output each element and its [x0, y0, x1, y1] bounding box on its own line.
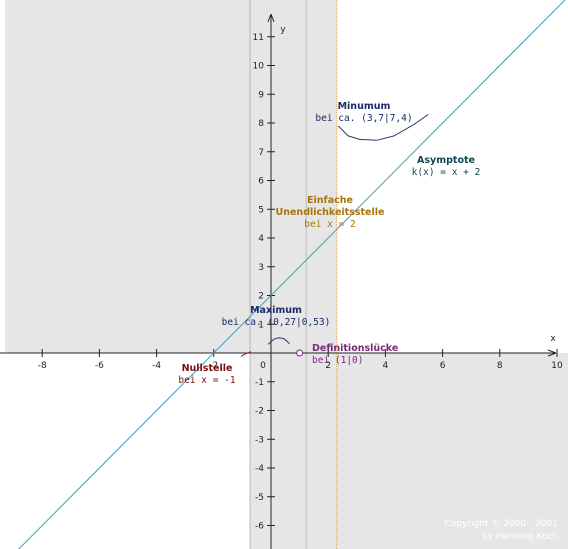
x-axis-name: x [550, 334, 556, 344]
shaded-region [5, 0, 250, 353]
annotation-body: k(x) = x + 2 [412, 167, 481, 178]
x-tick-label: -4 [152, 361, 161, 371]
y-tick-label: 10 [253, 62, 265, 72]
y-tick-label: 11 [253, 33, 264, 43]
shaded-region [336, 353, 568, 549]
annotation-title: Definitionslücke [312, 343, 398, 354]
annotation-body: bei (1|0) [312, 355, 363, 366]
x-axis-arrow [547, 349, 557, 357]
annotation-title-line-2: Unendlichkeitsstelle [276, 207, 385, 218]
y-tick-label: 9 [258, 90, 264, 100]
copyright: Copyright © 2000 - 2001 by Henning Koch [445, 519, 558, 542]
shaded-strip [249, 0, 307, 549]
y-tick-label: -5 [255, 493, 264, 503]
y-tick-label: 3 [258, 263, 264, 273]
strip-border [249, 0, 251, 549]
y-tick-label: -4 [255, 464, 264, 474]
shaded-strip [306, 0, 337, 549]
function-curve [267, 337, 290, 345]
function-curve [240, 351, 252, 357]
annotation-title: Maximum [250, 305, 302, 316]
y-tick-label: -6 [255, 522, 264, 532]
definition-gap-point [296, 349, 304, 357]
annotation-title: Asymptote [417, 155, 475, 166]
copyright-line-1: Copyright © 2000 - 2001 [445, 519, 558, 529]
x-tick-label: 4 [383, 361, 389, 371]
y-tick-label: 6 [258, 177, 264, 187]
annotation-body: bei ca. (3,7|7,4) [315, 113, 412, 124]
strip-border [305, 0, 307, 549]
y-axis-arrow [267, 13, 275, 23]
white-region [5, 353, 250, 549]
x-tick-label: 6 [440, 361, 446, 371]
axes: x y -8 -6 -4 -2 0 2 4 6 8 10 -6 -5 -4 -3 -2 -1 1 2 3 4 5 6 7 8 9 10… [0, 13, 563, 549]
oblique-asymptote-line [18, 0, 566, 549]
x-tick-label: -2 [209, 361, 218, 371]
x-tick-label: 8 [497, 361, 503, 371]
y-tick-label: 1 [258, 320, 264, 330]
annotation-title: Minumum [338, 101, 391, 112]
shaded-regions [5, 0, 568, 549]
y-tick-label: -2 [255, 407, 264, 417]
copyright-line-2: by Henning Koch [482, 532, 558, 542]
annotation-title: Einfache [307, 195, 353, 206]
annotation-title: Nullstelle [182, 363, 233, 374]
annotation-body: bei x = -1 [178, 375, 235, 386]
x-tick-label: 2 [325, 361, 331, 371]
y-tick-label: 7 [258, 148, 264, 158]
y-tick-label: -3 [255, 435, 264, 445]
x-tick-label: 10 [551, 361, 563, 371]
y-tick-label: 4 [258, 234, 264, 244]
x-tick-label: -6 [95, 361, 104, 371]
annotation-body: bei x = 2 [304, 219, 355, 230]
y-tick-label: 5 [258, 205, 264, 215]
y-tick-label: -1 [255, 378, 264, 388]
annotation-body: bei ca. (0,27|0,53) [222, 317, 331, 328]
y-tick-label: 2 [258, 292, 264, 302]
x-tick-label: -8 [38, 361, 47, 371]
x-tick-label: 0 [260, 361, 266, 371]
curves [18, 0, 566, 549]
y-tick-label: 8 [258, 119, 264, 129]
y-axis-name: y [280, 25, 286, 35]
function-curve [337, 113, 429, 141]
